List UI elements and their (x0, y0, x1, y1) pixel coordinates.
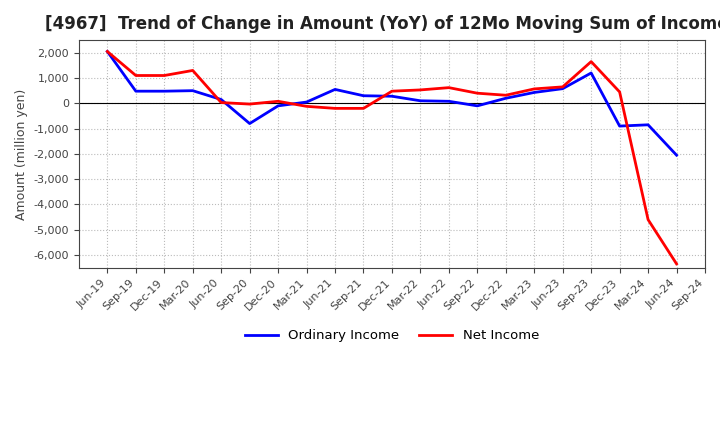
Net Income (644, 217, 652, 222)
Net Income (672, 261, 681, 267)
Ordinary Income (616, 124, 624, 129)
Ordinary Income (274, 103, 282, 109)
Ordinary Income (160, 88, 168, 94)
Legend: Ordinary Income, Net Income: Ordinary Income, Net Income (240, 324, 544, 348)
Net Income (302, 104, 311, 109)
Ordinary Income (189, 88, 197, 93)
Net Income (416, 87, 425, 92)
Ordinary Income (246, 121, 254, 126)
Net Income (189, 68, 197, 73)
Net Income (587, 59, 595, 64)
Ordinary Income (473, 103, 482, 109)
Line: Net Income: Net Income (107, 51, 677, 264)
Net Income (160, 73, 168, 78)
Net Income (559, 84, 567, 89)
Net Income (103, 49, 112, 54)
Ordinary Income (330, 87, 339, 92)
Ordinary Income (217, 97, 225, 102)
Title: [4967]  Trend of Change in Amount (YoY) of 12Mo Moving Sum of Incomes: [4967] Trend of Change in Amount (YoY) o… (45, 15, 720, 33)
Net Income (444, 85, 453, 90)
Ordinary Income (672, 153, 681, 158)
Net Income (274, 99, 282, 104)
Ordinary Income (644, 122, 652, 128)
Ordinary Income (132, 88, 140, 94)
Net Income (387, 88, 396, 94)
Ordinary Income (501, 95, 510, 101)
Net Income (330, 106, 339, 111)
Ordinary Income (559, 86, 567, 91)
Ordinary Income (416, 98, 425, 103)
Y-axis label: Amount (million yen): Amount (million yen) (15, 88, 28, 220)
Ordinary Income (530, 90, 539, 95)
Ordinary Income (302, 99, 311, 105)
Ordinary Income (444, 99, 453, 104)
Net Income (132, 73, 140, 78)
Ordinary Income (387, 94, 396, 99)
Ordinary Income (359, 93, 368, 99)
Net Income (473, 91, 482, 96)
Ordinary Income (587, 70, 595, 76)
Net Income (246, 102, 254, 107)
Net Income (616, 89, 624, 95)
Net Income (359, 106, 368, 111)
Line: Ordinary Income: Ordinary Income (107, 51, 677, 155)
Net Income (501, 92, 510, 98)
Net Income (530, 86, 539, 92)
Net Income (217, 100, 225, 105)
Ordinary Income (103, 49, 112, 54)
